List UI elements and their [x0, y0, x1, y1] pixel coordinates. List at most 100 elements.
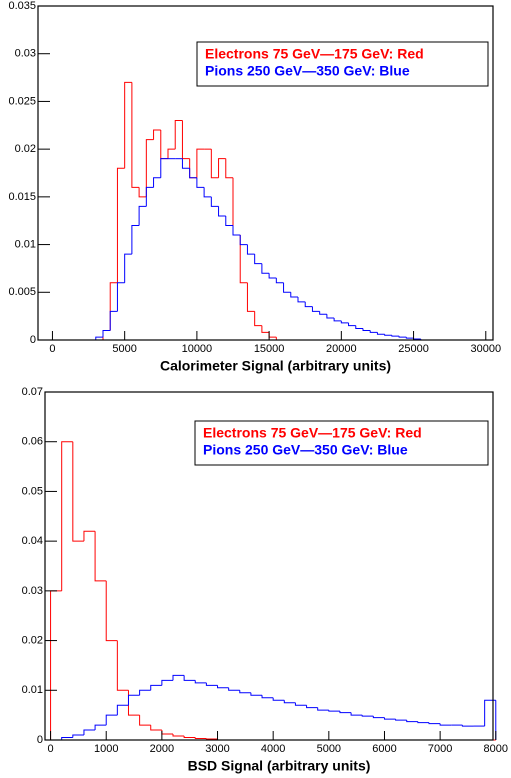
y-tick-label: 0.05: [22, 485, 43, 497]
histogram-bin: [174, 120, 183, 150]
y-tick-label: 0: [30, 334, 36, 346]
x-tick-label: 0: [48, 743, 54, 755]
histogram-bin: [150, 725, 162, 731]
histogram-bin: [428, 722, 441, 725]
histogram-bin: [290, 292, 298, 298]
legend-entry: Pions 250 GeV—350 GeV: Blue: [203, 442, 408, 458]
histogram-bin: [272, 697, 285, 701]
histogram-bin: [109, 282, 118, 331]
histogram-bin: [83, 530, 96, 542]
x-tick-label: 15000: [254, 343, 285, 355]
histogram-bin: [102, 329, 111, 340]
x-tick-label: 25000: [398, 343, 429, 355]
histogram-bin: [102, 329, 111, 338]
histogram-bin: [417, 721, 429, 724]
x-tick-label: 7000: [428, 743, 452, 755]
histogram-bin: [167, 148, 176, 159]
histogram-bin: [194, 680, 207, 684]
histogram-bin: [116, 282, 125, 312]
histogram-bin: [306, 705, 318, 709]
histogram-bin: [172, 734, 185, 737]
y-tick-label: 0.03: [22, 585, 43, 597]
x-tick-label: 2000: [150, 743, 174, 755]
histogram-bin: [138, 205, 147, 226]
y-tick-label: 0.01: [22, 684, 43, 696]
legend-box: [196, 41, 489, 87]
histogram-bin: [50, 590, 62, 740]
histogram-bin: [145, 186, 154, 207]
histogram-bin: [72, 441, 84, 542]
histogram-bin: [153, 177, 161, 188]
histogram-bin: [160, 130, 168, 160]
histogram-bin: [395, 719, 407, 721]
y-tick-label: 0.025: [8, 95, 36, 107]
histogram-bin: [239, 690, 251, 694]
histogram-bin: [294, 702, 307, 706]
histogram-bin: [333, 318, 342, 322]
histogram-bin: [94, 531, 107, 582]
histogram-bin: [268, 273, 277, 279]
y-tick-label: 0.07: [22, 386, 43, 398]
histogram-bin: [218, 158, 226, 178]
histogram-bin: [254, 311, 262, 327]
histogram-bin: [225, 158, 233, 179]
histogram-bin: [361, 715, 374, 717]
plot-frame: [44, 391, 494, 741]
y-tick-label: 0.005: [8, 286, 36, 298]
histogram-bin: [205, 682, 218, 686]
histogram-bin: [384, 334, 392, 336]
histogram-bin: [348, 322, 356, 327]
histogram-bin: [203, 187, 212, 198]
histogram-bin: [72, 734, 84, 738]
y-tick-label: 0.02: [15, 143, 36, 155]
histogram-bin: [61, 737, 73, 740]
histogram-bin: [246, 282, 255, 312]
histogram-bin: [61, 441, 73, 591]
histogram-bin: [145, 139, 154, 197]
histogram-bin: [461, 725, 474, 727]
histogram-bin: [304, 301, 313, 308]
histogram-bin: [283, 282, 291, 293]
histogram-bin: [124, 81, 132, 169]
x-tick-label: 3000: [205, 743, 229, 755]
histogram-bin: [232, 225, 241, 236]
histogram-bin: [189, 158, 197, 179]
histogram-bin: [261, 695, 274, 699]
histogram-bin: [254, 254, 262, 265]
histogram-bin: [131, 224, 140, 255]
histogram-bin: [326, 314, 335, 319]
x-tick-label: 4000: [261, 743, 285, 755]
histogram-bin: [124, 253, 132, 283]
x-tick-label: 30000: [470, 343, 501, 355]
histogram-bin: [127, 690, 140, 716]
histogram-bin: [160, 158, 168, 178]
histogram-bin: [319, 311, 327, 315]
histogram-bin: [116, 640, 129, 691]
x-tick-label: 1000: [94, 743, 118, 755]
histogram-bin: [362, 328, 371, 331]
histogram-bin: [317, 707, 329, 711]
histogram-bin: [391, 335, 400, 337]
histogram-bin: [139, 715, 151, 726]
histogram-bin: [439, 723, 452, 726]
y-tick-label: 0: [37, 734, 43, 746]
y-tick-label: 0.02: [22, 634, 43, 646]
histogram-bin: [232, 177, 241, 236]
histogram-bin: [83, 729, 96, 736]
histogram-bin: [275, 277, 284, 284]
histogram-bin: [196, 177, 205, 188]
histogram-bin: [217, 685, 229, 689]
histogram-bin: [139, 689, 151, 696]
y-tick-label: 0.01: [15, 238, 36, 250]
y-tick-label: 0.015: [8, 191, 36, 203]
x-tick-label: 5000: [317, 743, 341, 755]
plot-frame: [37, 5, 494, 341]
y-tick-label: 0.035: [8, 0, 36, 12]
histogram-bin: [210, 149, 219, 179]
legend-entry: Electrons 75 GeV—175 GeV: Red: [203, 425, 422, 441]
x-tick-label: 10000: [182, 343, 213, 355]
x-tick-label: 8000: [484, 743, 508, 755]
histogram-bin: [355, 325, 363, 330]
histogram-bin: [339, 711, 352, 714]
legend-entry: Pions 250 GeV—350 GeV: Blue: [205, 63, 410, 79]
